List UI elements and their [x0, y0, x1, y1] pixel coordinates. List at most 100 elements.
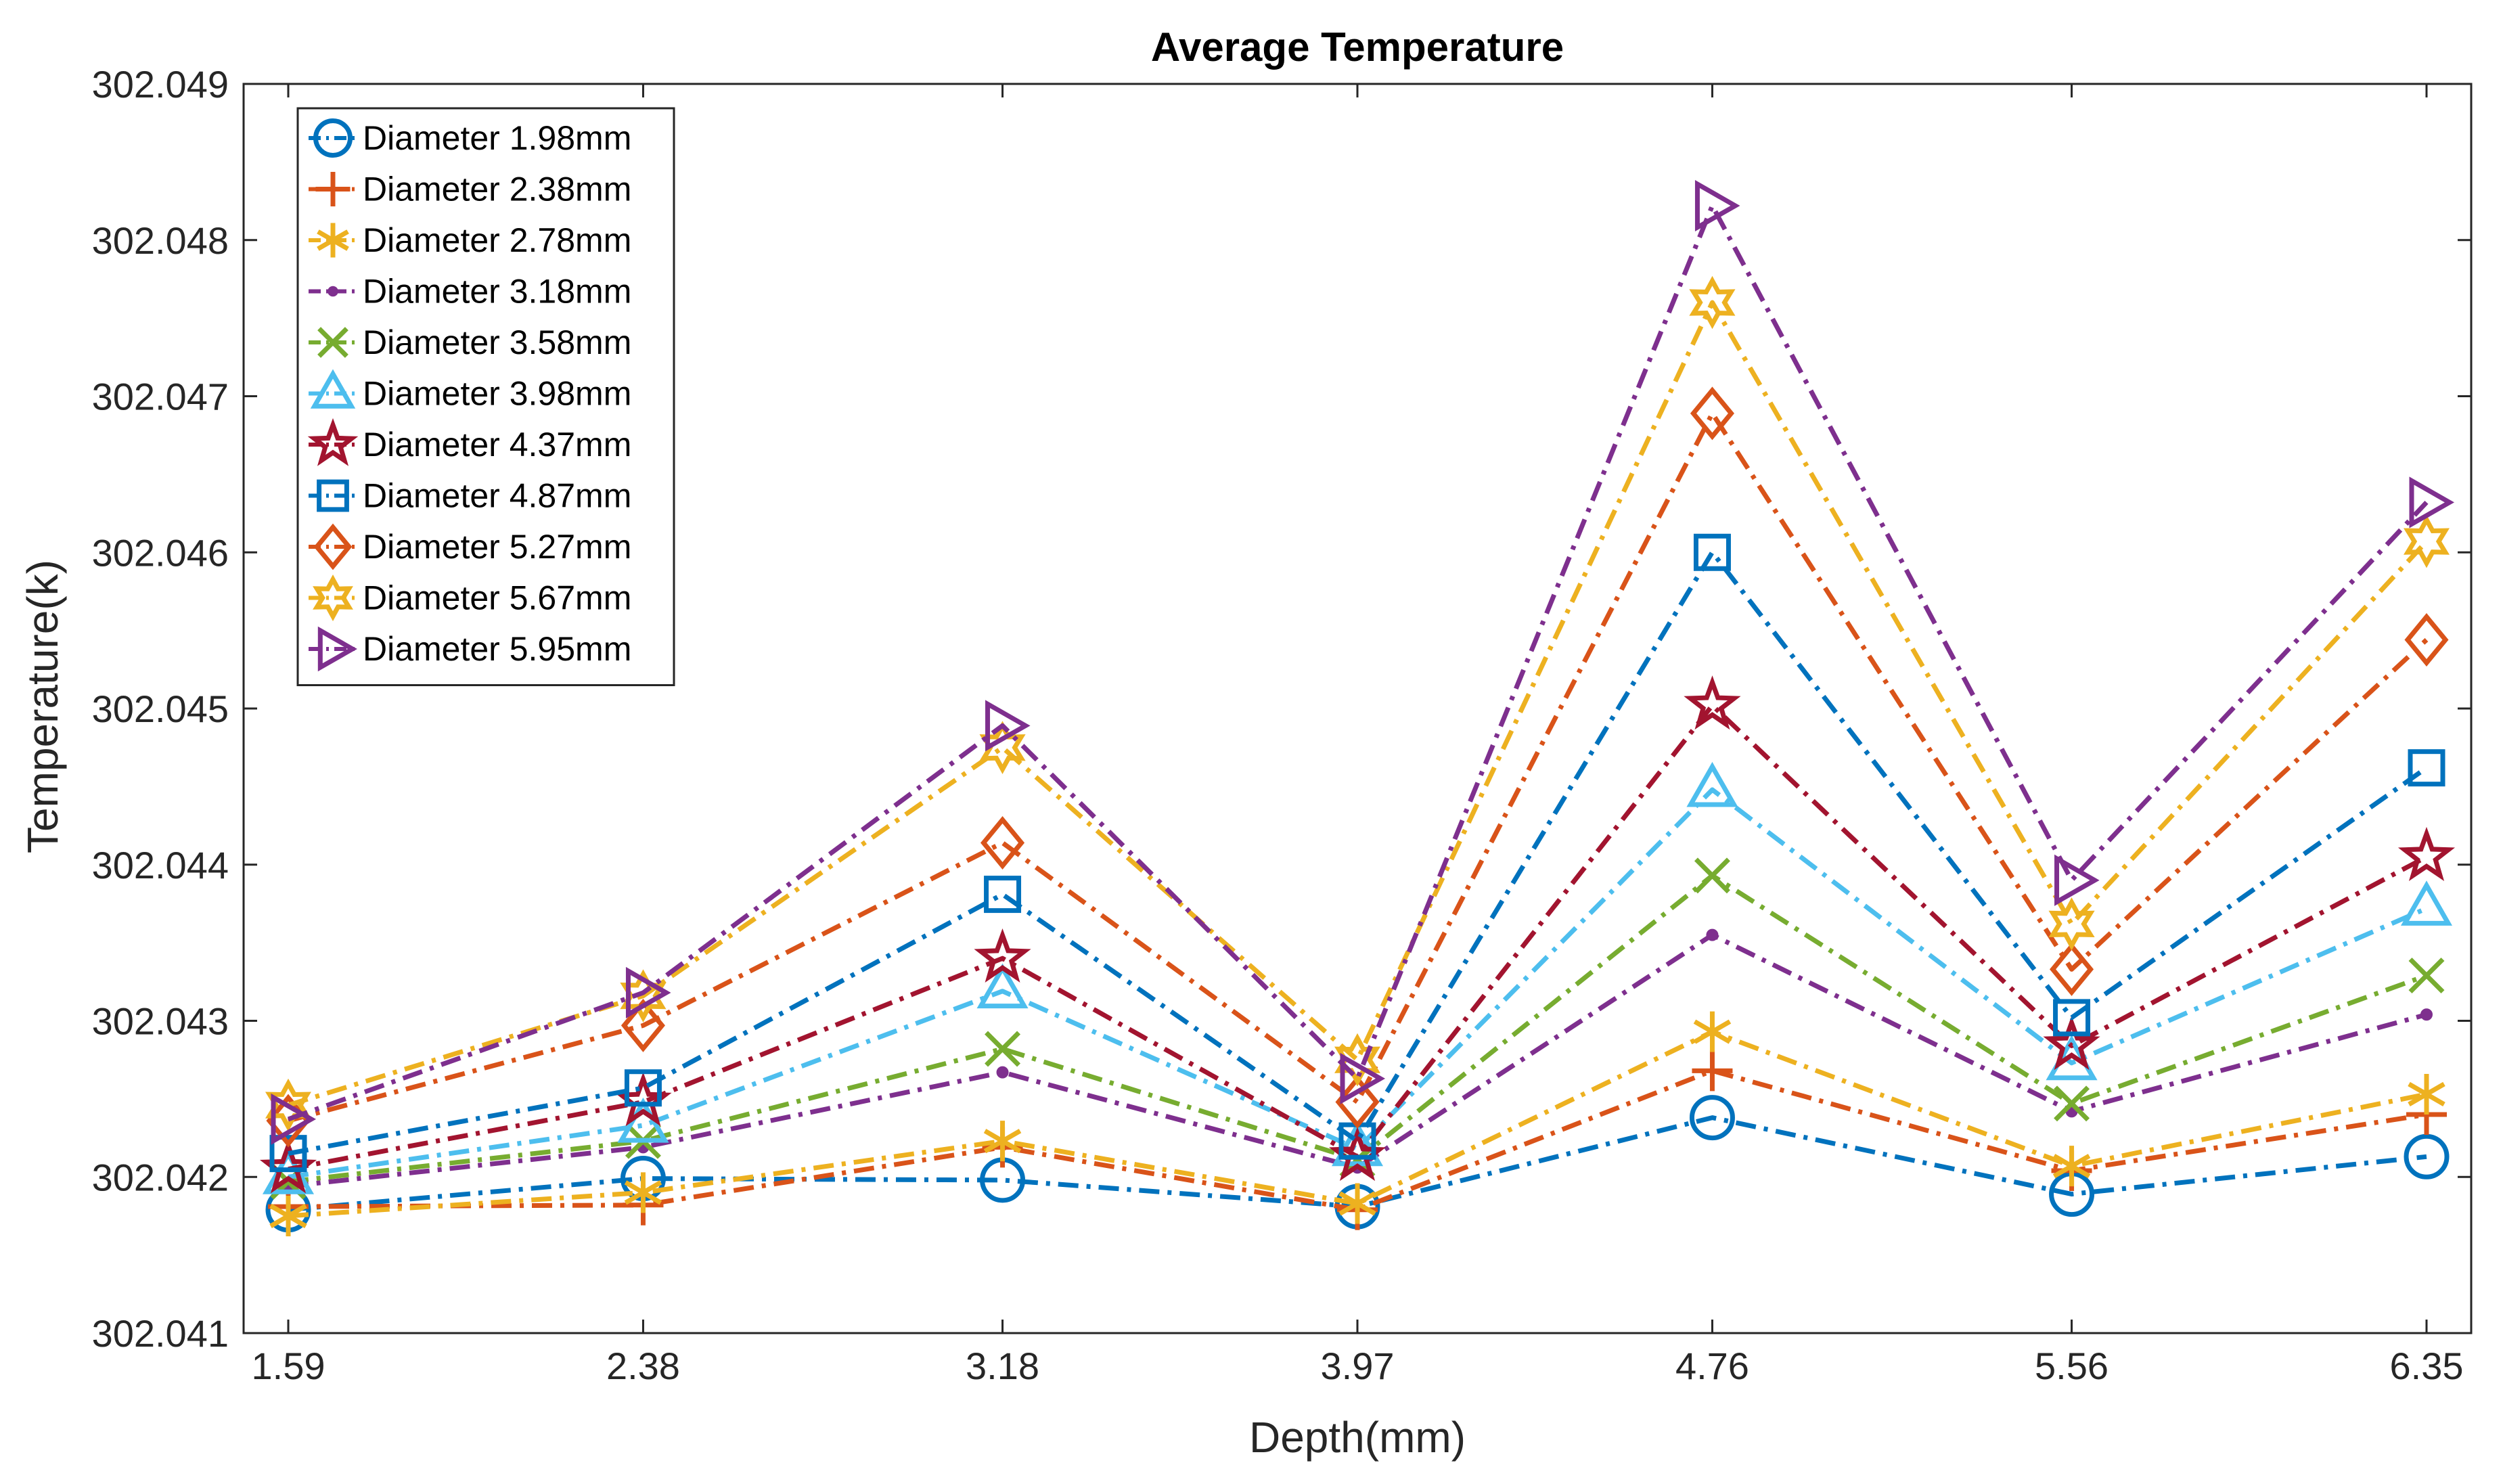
data-point [2053, 999, 2091, 1037]
data-point [2050, 942, 2094, 996]
legend-entry: Diameter 5.67mm [309, 575, 631, 621]
legend-label: Diameter 4.87mm [363, 477, 631, 515]
y-tick-label: 302.049 [92, 63, 229, 106]
legend-entry: Diameter 1.98mm [309, 118, 631, 158]
data-point [1693, 1011, 1732, 1052]
x-tick-label: 6.35 [2390, 1345, 2464, 1387]
data-point [1694, 857, 1730, 894]
data-point [1689, 275, 1736, 330]
data-point [1694, 179, 1740, 232]
y-tick-label: 302.048 [92, 219, 229, 262]
legend-box [296, 107, 675, 686]
data-point [1686, 761, 1738, 807]
data-point [1340, 1052, 1386, 1104]
x-tick-label: 5.56 [2035, 1345, 2109, 1387]
data-point [624, 1069, 662, 1107]
legend-marker [328, 286, 338, 297]
y-tick-label: 302.047 [92, 376, 229, 418]
data-point [2054, 1085, 2090, 1122]
plot-axes: 302.041 302.042 302.043 302.044 302.045 302.0… [92, 63, 2473, 1387]
legend-entry: Diameter 3.98mm [309, 369, 631, 413]
legend-label: Diameter 1.98mm [363, 119, 631, 157]
plot-lines [259, 179, 2456, 1236]
data-point [2400, 880, 2453, 926]
legend-entry: Diameter 3.18mm [309, 273, 631, 311]
data-point [974, 928, 1031, 983]
series-line [288, 411, 2429, 1123]
legend-label: Diameter 3.18mm [363, 273, 631, 311]
series-11 [271, 179, 2455, 1145]
legend-label: Diameter 5.27mm [363, 528, 631, 566]
y-tick-label: 302.041 [92, 1312, 229, 1355]
data-point [1338, 1183, 1376, 1224]
series-line [287, 300, 2429, 1108]
legend-marker [317, 479, 349, 512]
x-tick-label: 3.18 [966, 1345, 1039, 1387]
data-point [984, 876, 1022, 914]
legend: Diameter 1.98mm Diameter 2.38mm Diameter 2… [296, 107, 675, 686]
data-point [624, 1172, 662, 1213]
legend-marker [315, 172, 351, 206]
data-point [985, 1031, 1021, 1067]
data-point [625, 966, 671, 1018]
legend-marker [313, 118, 353, 158]
data-point [2043, 1016, 2100, 1071]
x-tick-label: 2.38 [606, 1345, 680, 1387]
series-3 [269, 1011, 2445, 1236]
legend-marker [313, 575, 353, 621]
series-line [287, 203, 2429, 1122]
data-point [980, 815, 1025, 870]
legend-entry: Diameter 3.58mm [309, 323, 631, 361]
data-point [1693, 533, 1731, 571]
data-point [1684, 675, 1741, 730]
series-line [288, 549, 2429, 1156]
legend-entry: Diameter 4.87mm [309, 477, 631, 515]
y-tick-label: 302.043 [92, 1000, 229, 1043]
data-point [996, 1066, 1009, 1079]
data-point [2408, 749, 2445, 787]
legend-entry: Diameter 5.27mm [309, 523, 631, 570]
legend-marker [317, 327, 348, 358]
data-point [983, 1121, 1022, 1162]
series-line [288, 787, 2428, 1179]
legend-marker [313, 523, 353, 570]
legend-label: Diameter 5.67mm [363, 579, 631, 617]
data-point [1690, 386, 1734, 441]
data-point [2420, 1008, 2433, 1021]
data-point [2409, 476, 2455, 529]
legend-marker [307, 418, 359, 466]
legend-entry: Diameter 5.95mm [309, 626, 631, 672]
legend-marker [310, 369, 356, 409]
legend-label: Diameter 3.58mm [363, 323, 631, 361]
series-10 [265, 275, 2450, 1132]
data-point [985, 700, 1031, 752]
data-point [2048, 897, 2095, 951]
y-tick-label: 302.046 [92, 531, 229, 574]
x-axis-label: Depth(mm) [1249, 1413, 1466, 1462]
legend-label: Diameter 3.98mm [363, 375, 631, 413]
data-point [1706, 928, 1719, 941]
data-point [2054, 854, 2100, 906]
data-point [976, 963, 1029, 1009]
data-point [2404, 612, 2449, 667]
data-point [271, 1093, 317, 1145]
data-point [2408, 1073, 2445, 1115]
data-point [620, 969, 667, 1022]
data-point [269, 1195, 307, 1236]
chart-title: Average Temperature [1151, 24, 1564, 70]
legend-marker [317, 626, 357, 672]
data-point [2052, 1146, 2091, 1187]
x-tick-label: 4.76 [1675, 1345, 1749, 1387]
data-point [1334, 1033, 1380, 1087]
y-tick-label: 302.042 [92, 1156, 229, 1198]
data-point [2404, 514, 2450, 568]
legend-label: Diameter 2.78mm [363, 221, 631, 259]
legend-entry: Diameter 4.37mm [307, 418, 631, 466]
legend-label: Diameter 5.95mm [363, 630, 631, 668]
data-point [265, 1078, 311, 1132]
data-point [269, 1135, 307, 1173]
y-tick-label: 302.045 [92, 688, 229, 730]
legend-label: Diameter 2.38mm [363, 171, 631, 208]
data-point [621, 998, 665, 1052]
